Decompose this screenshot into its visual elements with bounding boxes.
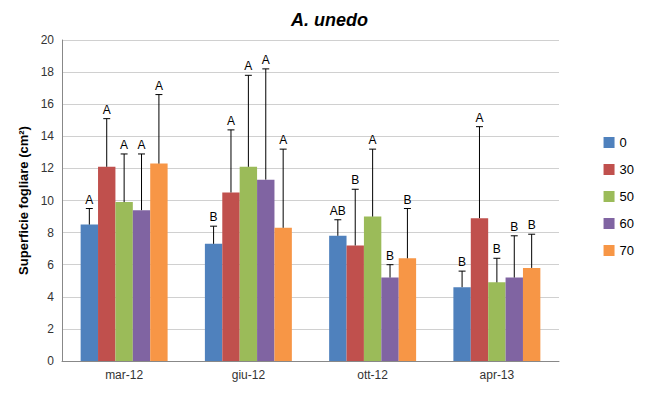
svg-text:18: 18 bbox=[41, 65, 55, 79]
svg-text:A: A bbox=[262, 53, 270, 67]
svg-text:A: A bbox=[138, 138, 146, 152]
svg-text:A: A bbox=[120, 138, 128, 152]
svg-text:0: 0 bbox=[620, 135, 627, 150]
svg-text:8: 8 bbox=[47, 226, 54, 240]
svg-text:A. unedo: A. unedo bbox=[290, 10, 368, 30]
svg-text:20: 20 bbox=[41, 33, 55, 47]
svg-text:A: A bbox=[369, 133, 377, 147]
svg-text:50: 50 bbox=[620, 189, 634, 204]
svg-text:2: 2 bbox=[47, 322, 54, 336]
svg-text:B: B bbox=[493, 242, 501, 256]
svg-text:0: 0 bbox=[47, 354, 54, 368]
svg-text:12: 12 bbox=[41, 161, 55, 175]
svg-text:A: A bbox=[475, 111, 483, 125]
svg-text:B: B bbox=[528, 218, 536, 232]
svg-text:mar-12: mar-12 bbox=[105, 368, 143, 382]
svg-text:B: B bbox=[210, 210, 218, 224]
svg-text:B: B bbox=[351, 173, 359, 187]
svg-text:A: A bbox=[227, 114, 235, 128]
svg-text:B: B bbox=[386, 249, 394, 263]
svg-text:A: A bbox=[279, 133, 287, 147]
svg-text:4: 4 bbox=[47, 290, 54, 304]
svg-text:60: 60 bbox=[620, 216, 634, 231]
svg-text:giu-12: giu-12 bbox=[232, 368, 266, 382]
svg-text:14: 14 bbox=[41, 129, 55, 143]
svg-text:Superficie fogliare (cm²): Superficie fogliare (cm²) bbox=[16, 126, 31, 275]
svg-text:16: 16 bbox=[41, 97, 55, 111]
svg-text:10: 10 bbox=[41, 194, 55, 208]
svg-text:B: B bbox=[403, 193, 411, 207]
svg-text:A: A bbox=[155, 79, 163, 93]
svg-text:A: A bbox=[103, 103, 111, 117]
svg-text:B: B bbox=[458, 255, 466, 269]
svg-text:A: A bbox=[85, 193, 93, 207]
svg-text:30: 30 bbox=[620, 162, 634, 177]
svg-text:6: 6 bbox=[47, 258, 54, 272]
svg-text:apr-13: apr-13 bbox=[480, 368, 515, 382]
svg-text:A: A bbox=[244, 59, 252, 73]
svg-text:70: 70 bbox=[620, 243, 634, 258]
svg-text:AB: AB bbox=[330, 204, 346, 218]
svg-text:B: B bbox=[510, 220, 518, 234]
svg-text:ott-12: ott-12 bbox=[357, 368, 388, 382]
